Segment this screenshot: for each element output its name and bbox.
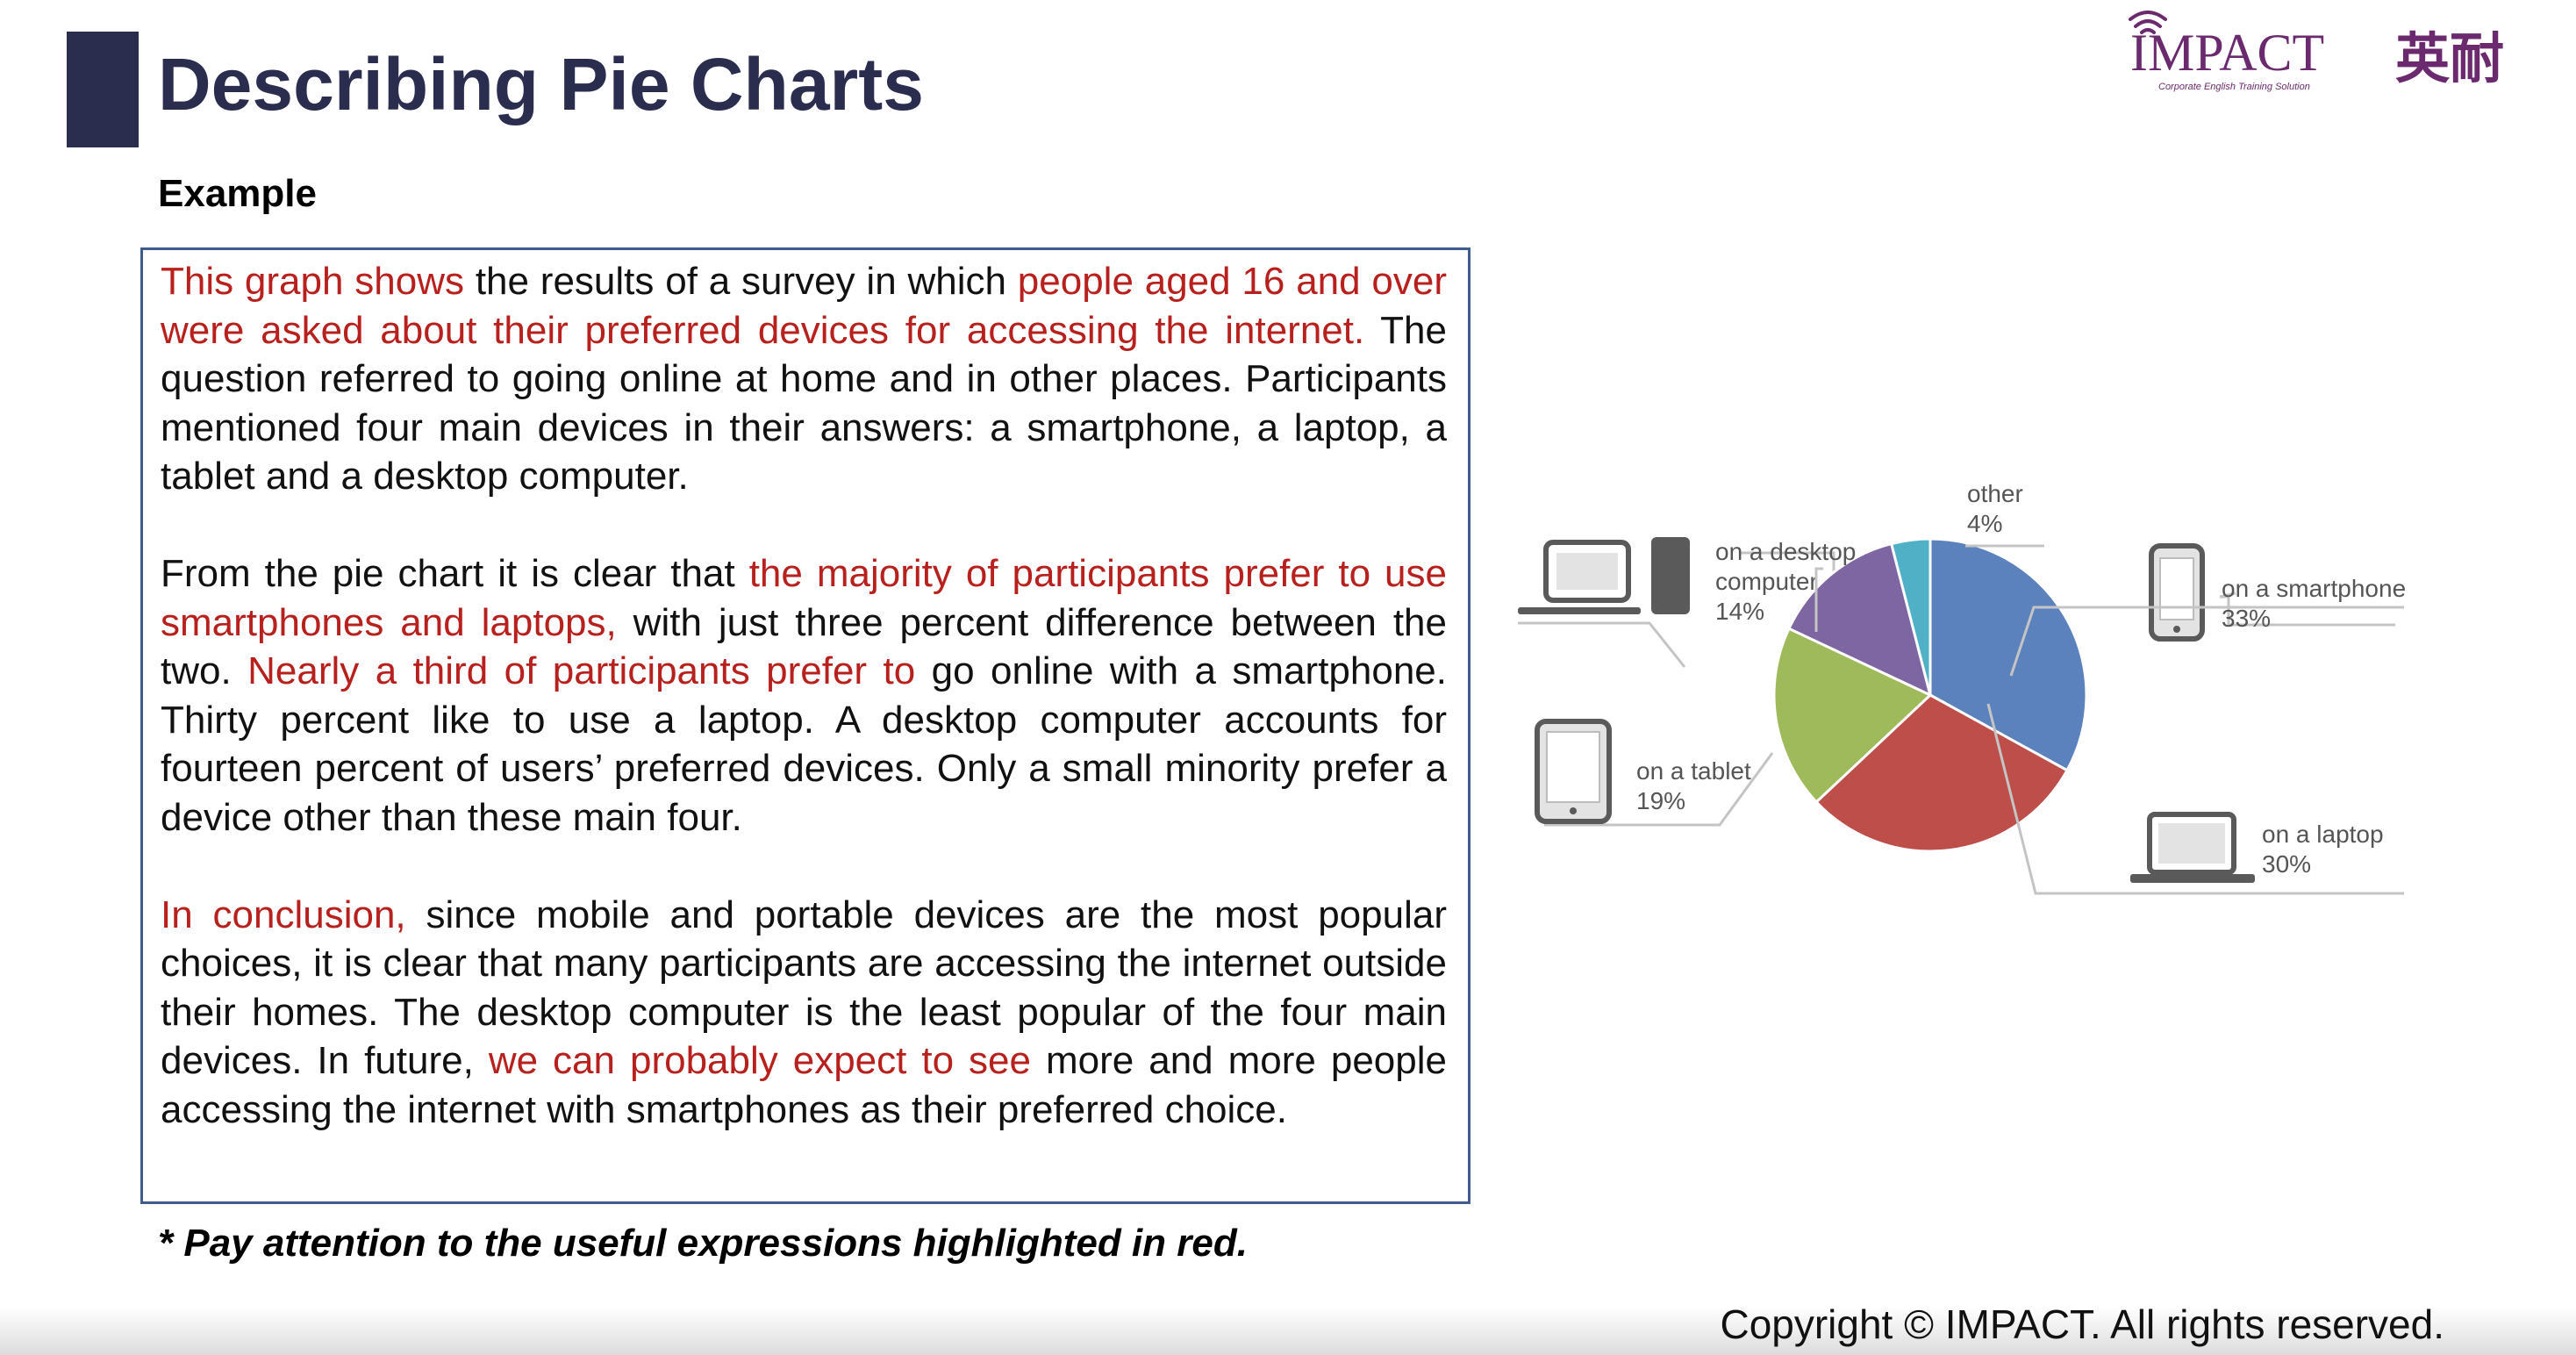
tablet-icon — [1535, 719, 1612, 824]
highlight-note: * Pay attention to the useful expression… — [158, 1222, 1248, 1265]
body-text: with just three percent difference betwe… — [161, 600, 1448, 693]
body-text: go online with a smartphone. Thirty perc… — [161, 649, 1448, 839]
label-laptop-name: on a laptop — [2262, 821, 2384, 848]
label-tablet-pct: 19% — [1636, 787, 1685, 814]
label-tablet: on a tablet 19% — [1636, 757, 1758, 814]
highlighted-expression: Nearly a third of participants prefer to — [247, 649, 916, 692]
footer-shade — [0, 1308, 2576, 1355]
example-heading: Example — [158, 172, 317, 215]
label-desktop-line1: on a desktop — [1715, 538, 1856, 565]
logo-chinese-text: 英耐 — [2395, 26, 2504, 90]
impact-logo: IMPACT 英耐 Corporate English Training Sol… — [2129, 11, 2504, 92]
label-desktop-pct: 14% — [1715, 598, 1764, 625]
label-underlines — [1814, 544, 2404, 895]
pie-slice-on-a-smartphone — [1928, 537, 2088, 772]
body-text: The question referred to going online at… — [161, 308, 1448, 498]
paragraph: In conclusion, since mobile and portable… — [161, 891, 1447, 1135]
pie-slices — [1772, 537, 2088, 853]
pie-slice-on-a-tablet — [1772, 627, 1933, 804]
leader-lines — [1518, 551, 2395, 827]
label-desktop: on a desktop computer 14% — [1715, 538, 1863, 625]
pie-slice-on-a-desktop — [1786, 541, 1933, 698]
paragraph: From the pie chart it is clear that the … — [161, 549, 1447, 842]
page-title: Describing Pie Charts — [158, 43, 924, 125]
label-laptop: on a laptop 30% — [2262, 821, 2390, 878]
body-text: the results of a survey in which — [464, 260, 1018, 303]
pie-labels: on a desktop computer 14% other 4% on a … — [1636, 480, 2413, 878]
highlighted-expression: the majority of participants prefer to u… — [161, 552, 1447, 644]
body-text: since mobile and portable devices are th… — [161, 893, 1447, 1083]
label-other: other 4% — [1967, 480, 2030, 537]
label-smartphone-pct: 33% — [2222, 605, 2271, 632]
laptop-icon — [2130, 812, 2255, 883]
paragraph: This graph shows the results of a survey… — [161, 257, 1447, 501]
label-tablet-name: on a tablet — [1636, 757, 1751, 785]
logo-tagline: Corporate English Training Solution — [2158, 82, 2310, 92]
highlighted-expression: This graph shows — [161, 260, 465, 303]
desktop-computer-icon — [1518, 537, 1690, 614]
example-text-box: This graph shows the results of a survey… — [140, 247, 1470, 1204]
pie-slice-on-a-laptop — [1814, 693, 2070, 853]
pie-chart: on a desktop computer 14% other 4% on a … — [1518, 480, 2413, 895]
pie-slice-other — [1889, 537, 1932, 696]
label-other-pct: 4% — [1967, 510, 2002, 537]
highlighted-expression: In conclusion, — [161, 893, 406, 936]
highlighted-expression: we can probably expect to see — [488, 1039, 1031, 1082]
smartphone-icon — [2149, 543, 2205, 642]
title-accent-bar — [67, 32, 139, 147]
label-desktop-line2: computer — [1715, 568, 1818, 595]
body-text: more and more people accessing the inter… — [161, 1039, 1447, 1131]
label-smartphone-name: on a smartphone — [2222, 575, 2406, 602]
logo-brand-text: IMPACT — [2130, 24, 2324, 82]
label-smartphone: on a smartphone 33% — [2222, 575, 2413, 632]
copyright-text: Copyright © IMPACT. All rights reserved. — [1720, 1301, 2444, 1347]
body-text: From the pie chart it is clear that — [161, 552, 749, 595]
label-laptop-pct: 30% — [2262, 850, 2311, 878]
highlighted-expression: people aged 16 and over were asked about… — [161, 260, 1448, 352]
wifi-icon — [2129, 11, 2167, 34]
label-other-name: other — [1967, 480, 2023, 507]
